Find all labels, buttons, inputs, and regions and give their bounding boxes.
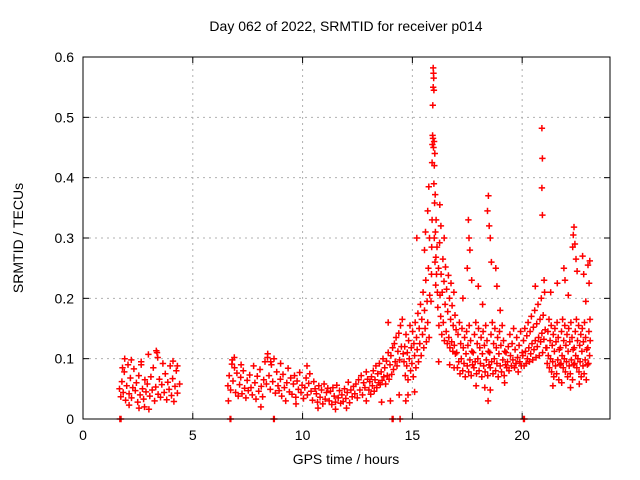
axes (82, 56, 611, 420)
y-tick-label: 0 (66, 411, 74, 427)
x-tick-label: 10 (295, 427, 311, 443)
chart-title: Day 062 of 2022, SRMTID for receiver p01… (209, 18, 482, 34)
y-tick-label: 0.6 (55, 49, 75, 65)
x-tick-label: 5 (189, 427, 197, 443)
x-tick-label: 0 (79, 427, 87, 443)
x-tick-label: 15 (405, 427, 421, 443)
tick-labels: 0 5 10 15 20 0 0.1 0.2 0.3 0.4 0.5 0.6 (55, 49, 531, 443)
y-axis-label: SRMTID / TECUs (10, 183, 26, 293)
plus-markers (116, 64, 594, 423)
y-tick-label: 0.3 (55, 230, 75, 246)
y-tick-label: 0.5 (55, 109, 75, 125)
y-tick-label: 0.4 (55, 170, 75, 186)
y-tick-label: 0.1 (55, 351, 75, 367)
y-tick-label: 0.2 (55, 290, 75, 306)
grid-lines (83, 57, 610, 419)
data-points (116, 64, 594, 423)
x-axis-label: GPS time / hours (293, 451, 400, 467)
x-tick-label: 20 (514, 427, 530, 443)
